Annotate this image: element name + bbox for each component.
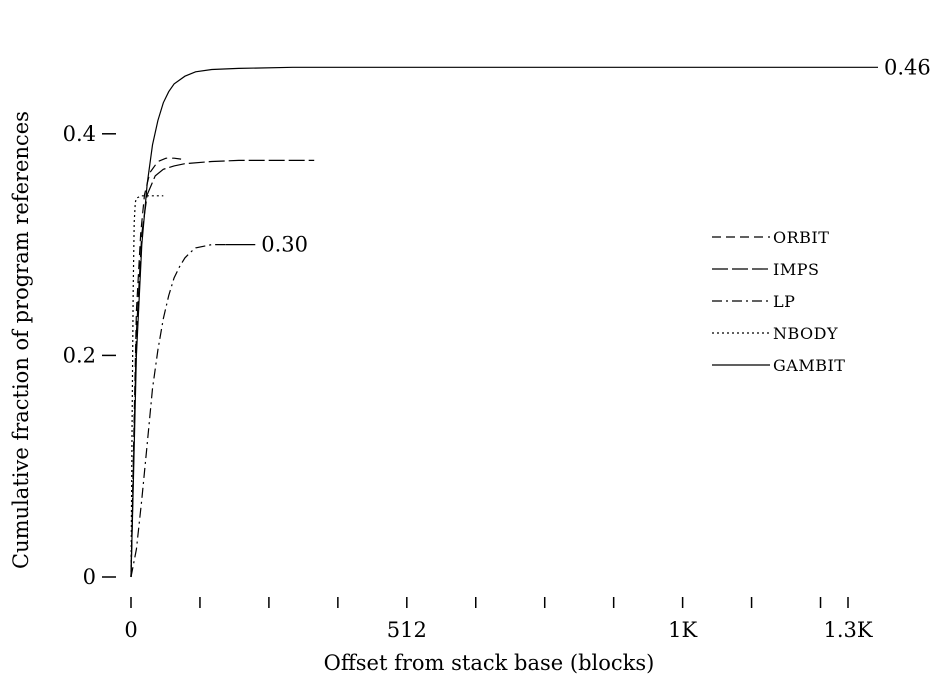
x-axis-title: Offset from stack base (blocks)	[324, 651, 655, 675]
x-tick-label: 512	[387, 618, 427, 642]
legend: ORBIT IMPS LP NBODY GAMBIT	[712, 228, 845, 375]
x-tick-label: 1K	[668, 618, 697, 642]
x-tick-label: 1.3K	[823, 618, 872, 642]
legend-label-orbit: ORBIT	[773, 228, 829, 247]
legend-label-lp: LP	[773, 292, 795, 311]
y-axis: 0 0.2 0.4	[63, 122, 116, 589]
end-value-labels: 0.46 0.30	[225, 55, 931, 257]
series-line-orbit	[130, 157, 183, 578]
y-tick-label: 0.2	[63, 343, 96, 367]
series-line-imps	[130, 159, 315, 578]
y-tick-label: 0	[83, 565, 96, 589]
plot-area	[130, 66, 848, 578]
y-axis-title: Cumulative fraction of program reference…	[9, 111, 33, 569]
x-axis: 0 512 1K 1.3K	[124, 597, 873, 642]
x-tick-label: 0	[124, 618, 137, 642]
series-line-gambit	[130, 66, 848, 578]
y-tick-label: 0.4	[63, 122, 96, 146]
legend-label-nbody: NBODY	[773, 324, 838, 343]
legend-label-imps: IMPS	[773, 260, 819, 279]
legend-label-gambit: GAMBIT	[773, 356, 845, 375]
end-label-gambit: 0.46	[884, 55, 931, 79]
end-label-lp: 0.30	[261, 233, 308, 257]
series-line-lp	[130, 244, 226, 578]
